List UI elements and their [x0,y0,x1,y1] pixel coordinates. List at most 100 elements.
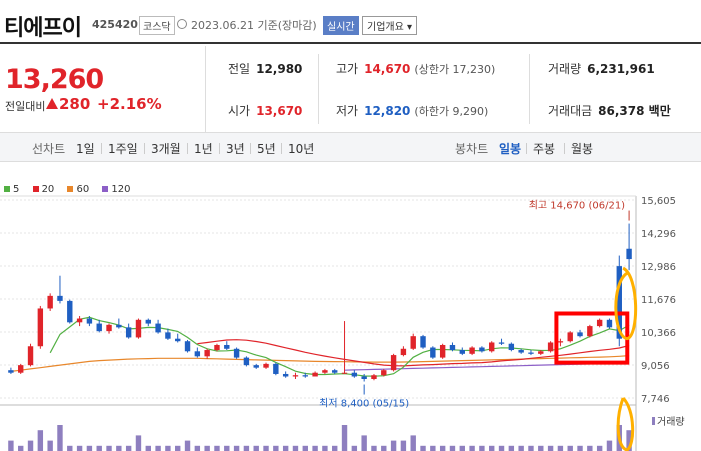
low-value: 12,820 [364,104,411,118]
volume-bar [224,445,230,451]
volume-bars: 거래량 [8,416,685,451]
candle-body [302,375,308,377]
candle-monthly[interactable]: 월봉 [571,142,594,156]
high-annotation: 최고 14,670 (06/21) [529,200,625,212]
volume-bar [341,425,348,451]
candle [273,362,279,376]
period-3y[interactable]: 3년 [226,142,245,156]
annotations: 최고 14,670 (06/21) 최저 8,400 (05/15) [319,200,638,451]
volume-bar [175,445,181,451]
volume-bar [459,445,465,451]
stock-name: 티에프이 [4,16,82,41]
candle-body [194,351,201,357]
volume-bar [322,445,328,451]
candle-chart-label: 봉차트 [455,142,489,156]
candle-body [489,342,495,352]
candle-body [282,373,289,377]
divider [250,143,251,154]
volume-bar [518,445,524,451]
volume-bar [567,445,573,451]
volume-bar [626,430,632,451]
volume-bar [547,445,554,451]
candle-body [18,365,24,373]
candle-body [165,332,171,339]
candle-body [449,344,456,351]
candle-body [469,347,475,354]
divider [529,54,530,124]
volume-bar [351,445,358,451]
candle [47,293,53,311]
candle [145,318,151,327]
candle [371,373,377,381]
period-1d[interactable]: 1일 [76,142,95,156]
candle [67,299,73,324]
period-1w[interactable]: 1주일 [108,142,138,156]
marker-circle-volume [616,396,635,451]
legend-ma120: 120 [102,184,131,195]
divider [564,143,565,154]
legend-ma5-label: 5 [13,184,20,195]
volume-bar [184,440,191,451]
y-tick-label: 7,746 [641,394,670,405]
change-value: 280 [59,95,91,113]
stat-prev-close: 전일 12,980 [228,60,302,77]
divider [318,54,319,124]
chart-grid [0,195,637,451]
candle [626,223,632,271]
volume-bar [165,445,171,451]
candle [243,356,250,367]
up-arrow-icon [46,98,58,109]
volume-bar [587,445,593,451]
period-10y[interactable]: 10년 [288,142,315,156]
high-label: 고가 [336,62,359,76]
volume-bar [371,445,377,451]
candle [155,319,161,334]
y-tick-label: 11,676 [641,295,676,306]
chart-legend: 5 20 60 120 [4,184,141,195]
candle-body [557,341,564,343]
volume-bar [27,440,34,451]
candle-body [67,300,73,323]
stat-amount: 거래대금 86,378 백만 [548,102,671,119]
candle [420,334,426,349]
period-1y[interactable]: 1년 [194,142,213,156]
volume-bar [498,445,505,451]
candle [125,323,132,339]
y-tick-label: 10,366 [641,328,676,339]
legend-ma60: 60 [67,184,89,195]
candle-body [430,347,436,358]
volume-bar [76,445,83,451]
company-overview-button[interactable]: 기업개요 ▾ [362,16,417,35]
volume-label: 거래량 [657,416,685,428]
candles [8,223,632,382]
amount-label: 거래대금 [548,104,593,118]
period-5y[interactable]: 5년 [257,142,276,156]
candle [400,346,407,357]
volume-bar [302,445,308,451]
volume-bar [135,435,142,451]
volume-bar [489,445,495,451]
volume-legend-swatch [652,417,655,425]
candle-daily[interactable]: 일봉 [499,142,522,156]
candle [165,328,171,340]
candle [302,372,308,378]
realtime-button[interactable]: 실시간 [323,16,359,35]
candle-weekly[interactable]: 주봉 [533,142,556,156]
candle [253,363,259,369]
candle [390,353,397,372]
volume-bar [125,445,132,451]
volume-bar [381,445,387,451]
y-tick-label: 9,056 [641,361,670,372]
candle-body [390,355,397,371]
candle [57,275,63,304]
moving-average-lines [10,316,630,377]
candle-body [292,375,299,377]
candle-body [37,308,44,347]
as-of-date: 2023.06.21 기준(장마감) [191,19,317,32]
period-3m[interactable]: 3개월 [151,142,181,156]
candle [587,324,593,338]
candle-body [626,248,632,260]
candle [322,368,328,374]
candle-body [518,350,524,353]
